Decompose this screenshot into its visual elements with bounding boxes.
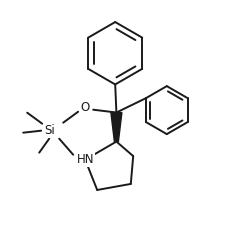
Text: HN: HN xyxy=(77,153,94,166)
Text: O: O xyxy=(81,101,90,114)
Polygon shape xyxy=(111,113,122,142)
Text: Si: Si xyxy=(44,124,54,137)
